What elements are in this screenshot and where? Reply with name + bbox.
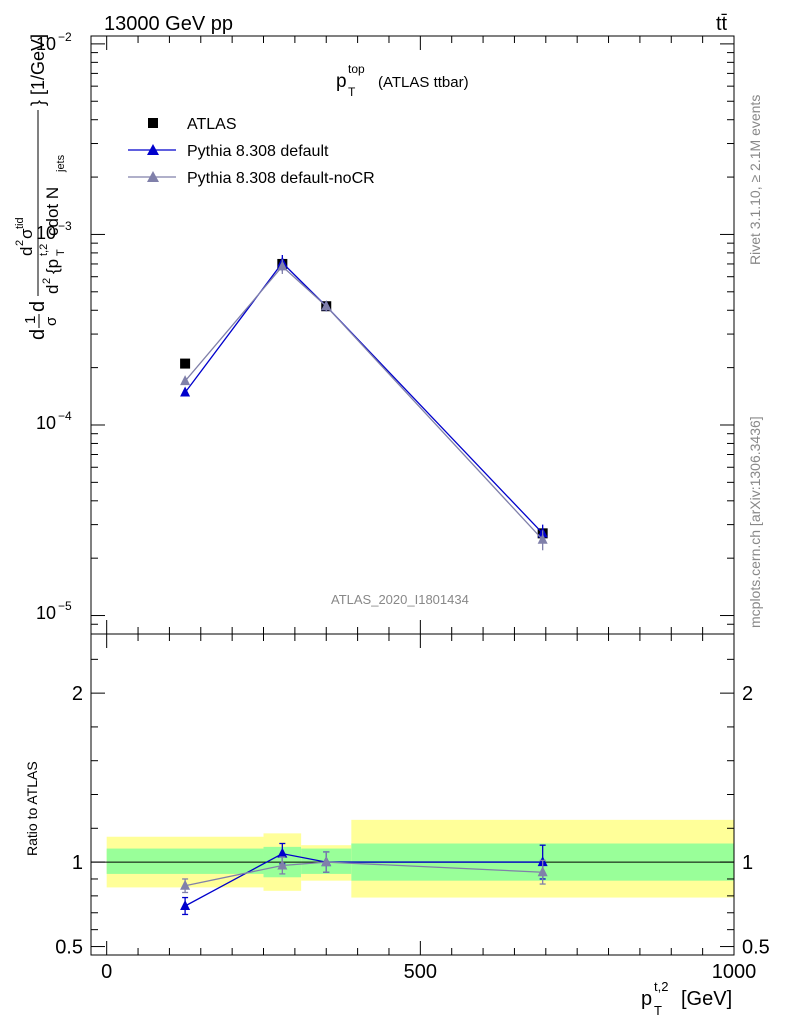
svg-text:} [1/GeV]: } [1/GeV]: [28, 34, 48, 106]
data-point-pythia-nocr: [537, 533, 548, 544]
ratio-point-pythia-nocr: [277, 859, 288, 870]
main-series-layer: [180, 254, 548, 551]
ratio-line-pythia-nocr: [184, 861, 543, 887]
svg-text:2: 2: [14, 240, 26, 246]
svg-text:(ATLAS ttbar): (ATLAS ttbar): [378, 74, 469, 91]
svg-text:−2: −2: [58, 30, 72, 44]
svg-text:σ: σ: [43, 316, 60, 326]
main-y-tick-10-4: 10 −4: [36, 409, 72, 433]
source-label: mcplots.cern.ch [arXiv:1306.3436]: [747, 416, 763, 628]
svg-text:2: 2: [41, 278, 53, 284]
svg-text:p: p: [336, 71, 347, 92]
series-line-pythia-default: [184, 261, 544, 534]
legend-entry-pythia-default: Pythia 8.308 default: [128, 143, 329, 160]
ratio-ticks: 0.5 0.5 1 1 2 2 0 500 1000: [55, 634, 770, 983]
x-tick-label: 0: [101, 961, 112, 983]
main-ticks: [91, 36, 735, 635]
ratio-point-pythia-nocr: [321, 856, 332, 867]
legend-marker-pythia-nocr: [147, 171, 159, 182]
svg-text:t,2: t,2: [654, 979, 668, 994]
legend-marker-atlas: [148, 118, 158, 128]
ratio-y-axis-label: Ratio to ATLAS: [24, 761, 40, 856]
legend-entry-atlas: ATLAS: [148, 116, 237, 133]
ratio-y-tick-label: 2: [72, 683, 83, 705]
main-y-tick-10-5: 10 −5: [36, 599, 72, 623]
svg-text:T: T: [348, 85, 356, 99]
ratio-panel: 0.5 0.5 1 1 2 2 0 500 1000 Ratio to ATLAS p T t,…: [24, 633, 770, 1018]
svg-text:[GeV]: [GeV]: [681, 988, 732, 1010]
series-line-pythia-nocr: [184, 265, 544, 541]
svg-text:10: 10: [36, 34, 56, 54]
svg-text:T: T: [55, 249, 67, 256]
ratio-series-layer: [180, 842, 548, 916]
svg-text:{p: {p: [43, 259, 62, 274]
svg-text:d: d: [27, 301, 49, 312]
process-label: tt̄: [716, 13, 728, 35]
x-tick-label: 500: [404, 961, 437, 983]
svg-text:d: d: [17, 247, 36, 256]
data-point-pythia-nocr: [180, 375, 191, 386]
data-point-atlas: [180, 358, 191, 369]
svg-text:−4: −4: [58, 409, 72, 423]
x-axis-label: p T t,2 [GeV]: [641, 979, 732, 1018]
data-point-pythia-nocr: [277, 260, 288, 271]
svg-text:d: d: [43, 285, 62, 294]
ratio-line-pythia-default: [184, 852, 543, 907]
svg-text:p: p: [641, 988, 652, 1010]
ratio-point-pythia-nocr: [537, 866, 548, 877]
main-y-tick-10-2: 10 −2: [36, 30, 72, 54]
legend-label-pythia-nocr: Pythia 8.308 default-noCR: [187, 170, 375, 187]
svg-text:10: 10: [36, 413, 56, 433]
main-y-tick-10-3: 10 −3: [36, 219, 72, 243]
ratio-point-pythia-nocr: [180, 879, 191, 890]
main-panel: 10 −2 10 −3 10 −4 10 −5 d 1 σ d d 2 σ ti…: [14, 30, 735, 635]
main-y-axis-label: d 1 σ d d 2 σ tid d 2 {p T t,2 cdot N je…: [14, 34, 67, 340]
legend-marker-pythia-default: [147, 144, 159, 155]
svg-text:d: d: [27, 329, 49, 340]
ratio-y-tick-label: 0.5: [55, 937, 83, 959]
legend-label-pythia-default: Pythia 8.308 default: [187, 143, 329, 160]
svg-text:−5: −5: [58, 599, 72, 613]
data-point-pythia-default: [180, 386, 191, 397]
svg-text:σ: σ: [17, 228, 36, 239]
legend-label-atlas: ATLAS: [187, 116, 237, 133]
svg-text:t,2: t,2: [38, 244, 50, 256]
legend: ATLAS Pythia 8.308 default Pythia 8.308 …: [128, 116, 375, 187]
svg-text:−3: −3: [58, 219, 72, 233]
chart-title: p T top (ATLAS ttbar): [336, 62, 469, 99]
svg-text:tid: tid: [14, 217, 26, 229]
rivet-label: Rivet 3.1.10, ≥ 2.1M events: [747, 95, 763, 265]
ratio-bands: [106, 819, 734, 898]
ratio-y-tick-label-right: 2: [742, 683, 753, 705]
ratio-y-tick-label: 1: [72, 852, 83, 874]
energy-label: 13000 GeV pp: [104, 13, 233, 35]
svg-text:10: 10: [36, 223, 56, 243]
svg-text:top: top: [348, 62, 365, 76]
x-tick-label: 1000: [712, 961, 757, 983]
uncertainty-band-inner: [106, 848, 264, 874]
ratio-point-pythia-default: [180, 900, 191, 911]
ratio-y-tick-label-right: 0.5: [742, 937, 770, 959]
svg-text:10: 10: [36, 603, 56, 623]
svg-text:jets: jets: [55, 154, 67, 173]
legend-entry-pythia-nocr: Pythia 8.308 default-noCR: [128, 170, 375, 187]
data-point-pythia-nocr: [321, 300, 332, 311]
ratio-point-pythia-default: [277, 847, 288, 858]
svg-text:T: T: [654, 1003, 662, 1018]
svg-text:1: 1: [22, 316, 39, 324]
ratio-y-tick-label-right: 1: [742, 852, 753, 874]
analysis-watermark: ATLAS_2020_I1801434: [331, 592, 469, 607]
svg-text:cdot N: cdot N: [43, 187, 62, 236]
